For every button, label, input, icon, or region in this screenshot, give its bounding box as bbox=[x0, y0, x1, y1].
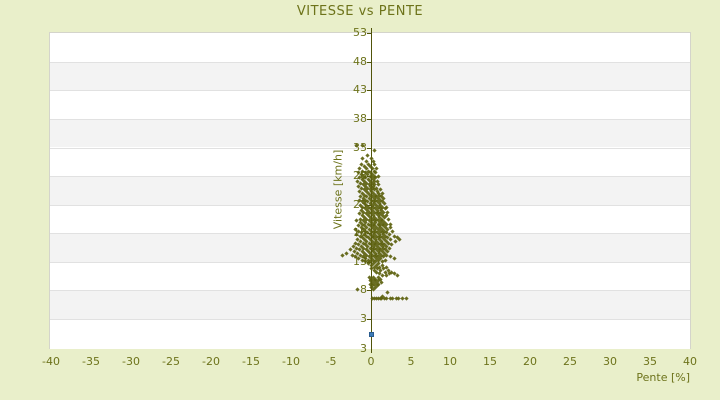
chart-title: VITESSE vs PENTE bbox=[296, 4, 424, 19]
x-tick-label: 35 bbox=[643, 355, 657, 368]
y-tick-label: 53 bbox=[353, 26, 367, 40]
x-tick-label: -30 bbox=[122, 355, 140, 368]
y-tick-label: 48 bbox=[353, 54, 367, 68]
x-tick-label: 10 bbox=[443, 355, 457, 368]
y-tick-label: 8 bbox=[360, 283, 367, 297]
data-point bbox=[386, 216, 391, 222]
data-point bbox=[371, 148, 377, 153]
x-axis-title: Pente [%] bbox=[636, 371, 690, 384]
x-tick-label: 30 bbox=[603, 355, 617, 368]
y-tick-mark bbox=[367, 33, 371, 34]
x-tick-label: 0 bbox=[367, 355, 375, 368]
x-tick-label: -40 bbox=[42, 355, 60, 368]
x-tick-label: -25 bbox=[162, 355, 180, 368]
grid-band bbox=[50, 90, 690, 119]
data-point bbox=[404, 296, 409, 301]
highlighted-data-point bbox=[368, 331, 374, 337]
x-tick-label: 15 bbox=[483, 355, 497, 368]
grid-band bbox=[50, 61, 690, 91]
x-tick-label: -15 bbox=[242, 355, 260, 368]
x-tick-label: -5 bbox=[325, 355, 337, 368]
data-point bbox=[383, 273, 389, 278]
y-tick-mark bbox=[367, 148, 371, 149]
y-tick-mark bbox=[367, 290, 371, 291]
x-tick-label: 25 bbox=[563, 355, 577, 368]
data-point bbox=[365, 152, 370, 158]
y-tick-label: 43 bbox=[353, 83, 367, 97]
y-tick-label: 3 bbox=[360, 312, 367, 326]
y-tick-mark bbox=[367, 319, 371, 320]
x-tick-label: -20 bbox=[202, 355, 220, 368]
data-point bbox=[385, 290, 390, 295]
y-tick-mark bbox=[367, 90, 371, 91]
x-tick-label: -35 bbox=[82, 355, 100, 368]
y-tick-mark bbox=[367, 62, 371, 63]
x-tick-label: 5 bbox=[407, 355, 415, 368]
y-tick-label: 38 bbox=[353, 111, 367, 125]
data-point bbox=[395, 273, 400, 278]
y-tick-label: 3 bbox=[360, 342, 367, 355]
y-axis-title: Vitesse [km/h] bbox=[331, 149, 345, 230]
data-point bbox=[392, 256, 397, 261]
y-tick-mark bbox=[367, 119, 371, 120]
x-tick-label: 20 bbox=[523, 355, 537, 368]
data-point bbox=[376, 182, 381, 187]
grid-band bbox=[50, 33, 690, 62]
x-tick-label: -10 bbox=[282, 355, 300, 368]
data-point bbox=[397, 237, 402, 242]
x-tick-label: 40 bbox=[683, 355, 697, 368]
